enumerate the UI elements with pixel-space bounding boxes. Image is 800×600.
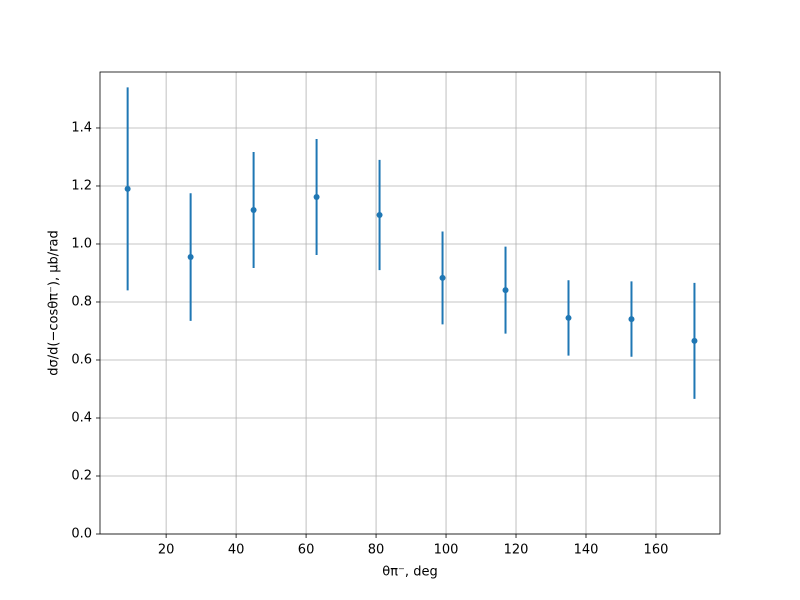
y-tick-label: 1.4 (71, 120, 92, 135)
x-tick-label: 40 (228, 543, 245, 558)
data-point (376, 211, 383, 218)
y-tick-label: 1.0 (71, 236, 92, 251)
x-tick-label: 20 (158, 543, 175, 558)
data-point (691, 337, 698, 344)
y-tick-label: 1.2 (71, 178, 92, 193)
grid-layer (100, 72, 720, 535)
x-tick-label: 140 (574, 543, 599, 558)
x-tick-label: 160 (644, 543, 669, 558)
x-tick-label: 80 (368, 543, 385, 558)
y-tick-label: 0.6 (71, 352, 92, 367)
plot-frame (99, 71, 721, 535)
y-tick-label: 0.4 (71, 410, 92, 425)
data-point (250, 207, 257, 214)
data-point (439, 274, 446, 281)
x-tick-label: 120 (504, 543, 529, 558)
y-tick-label: 0.2 (71, 468, 92, 483)
y-axis-label: dσ/d(−cosθπ⁻), μb/rad (47, 230, 62, 375)
x-axis-label: θπ⁻, deg (382, 565, 437, 580)
data-point (502, 287, 509, 294)
x-tick-label: 100 (434, 543, 459, 558)
data-point (187, 254, 194, 261)
data-point (124, 185, 131, 192)
data-point (628, 316, 635, 323)
y-tick-label: 0.8 (71, 294, 92, 309)
y-tick-label: 0.0 (71, 527, 92, 542)
data-point (313, 193, 320, 200)
mark-layer (124, 87, 698, 399)
data-point (565, 314, 572, 321)
x-tick-label: 60 (298, 543, 315, 558)
